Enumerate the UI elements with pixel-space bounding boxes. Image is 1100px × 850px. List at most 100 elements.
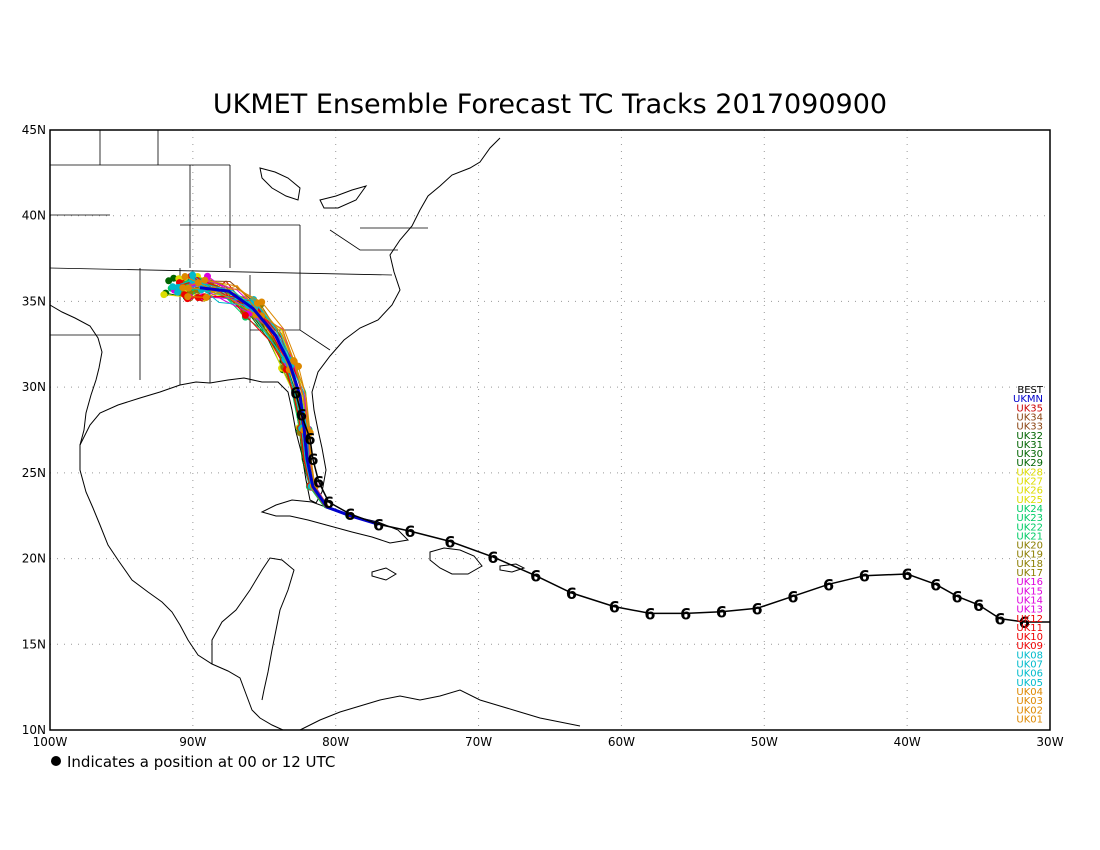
- legend-entry-best: BEST: [1017, 385, 1044, 396]
- y-tick-label: 30N: [22, 380, 46, 394]
- x-tick-label: 50W: [751, 735, 778, 749]
- best-track-line: [294, 392, 1050, 623]
- legend-entry-uk08: UK08: [1016, 650, 1043, 661]
- hurricane-symbol-icon: 6: [313, 472, 324, 491]
- ensemble-position-marker: [241, 311, 249, 319]
- footnote-marker: [51, 756, 61, 766]
- legend-entry-uk07: UK07: [1016, 660, 1043, 671]
- legend-entry-uk11: UK11: [1016, 623, 1043, 634]
- grid-lines: [50, 130, 1050, 730]
- legend-entry-uk01: UK01: [1016, 714, 1043, 725]
- y-tick-label: 15N: [22, 637, 46, 651]
- legend-entry-uk09: UK09: [1016, 641, 1043, 652]
- hurricane-symbol-icon: 6: [296, 406, 307, 425]
- x-tick-label: 60W: [608, 735, 635, 749]
- x-tick-label: 100W: [33, 735, 68, 749]
- ensemble-position-marker: [179, 284, 187, 292]
- y-tick-label: 40N: [22, 209, 46, 223]
- legend-entry-uk32: UK32: [1016, 431, 1043, 442]
- hurricane-symbol-icon: 6: [566, 584, 577, 603]
- hurricane-symbol-icon: 6: [787, 587, 798, 606]
- hurricane-symbol-icon: 6: [530, 567, 541, 586]
- atlantic-coast: [311, 137, 501, 504]
- y-axis-labels: 45N 40N 35N 30N 25N 20N 15N 10N: [22, 123, 46, 737]
- legend-entry-uk22: UK22: [1016, 522, 1043, 533]
- ensemble-tracks: [160, 271, 380, 526]
- hurricane-symbol-icon: 6: [609, 598, 620, 617]
- plot-frame: [49, 129, 1051, 731]
- legend-entry-uk25: UK25: [1016, 495, 1043, 506]
- ensemble-position-marker: [290, 357, 298, 365]
- legend-entry-uk05: UK05: [1016, 678, 1043, 689]
- ensemble-position-marker: [201, 276, 209, 284]
- y-tick-label: 45N: [22, 123, 46, 137]
- x-tick-label: 80W: [322, 735, 349, 749]
- legend-entry-uk34: UK34: [1016, 412, 1043, 423]
- x-tick-label: 40W: [894, 735, 921, 749]
- north-america-coast: [49, 304, 284, 731]
- x-axis-labels: 100W 90W 80W 70W 60W 50W 40W 30W: [33, 735, 1064, 749]
- state-border-lines: [49, 130, 428, 385]
- legend-entry-uk12: UK12: [1016, 614, 1043, 625]
- state-borders: [49, 130, 428, 385]
- footnote-text: Indicates a position at 00 or 12 UTC: [67, 753, 335, 771]
- y-tick-label: 35N: [22, 294, 46, 308]
- legend-entry-uk18: UK18: [1016, 559, 1043, 570]
- legend-entry-uk13: UK13: [1016, 605, 1043, 616]
- hurricane-symbol-icon: 6: [344, 505, 355, 524]
- hurricane-symbol-icon: 6: [994, 610, 1005, 629]
- legend-entry-uk27: UK27: [1016, 477, 1043, 488]
- legend-entry-uk30: UK30: [1016, 449, 1043, 460]
- legend-entry-uk31: UK31: [1016, 440, 1043, 451]
- great-lakes: [259, 167, 368, 209]
- x-tick-label: 90W: [179, 735, 206, 749]
- hurricane-symbol-icon: 6: [290, 383, 301, 402]
- legend-entry-ukmn: UKMN: [1013, 394, 1043, 405]
- hurricane-symbol-icon: 6: [404, 522, 415, 541]
- hurricane-symbol-icon: 6: [823, 575, 834, 594]
- legend-entry-uk17: UK17: [1016, 568, 1043, 579]
- hurricane-symbol-icon: 6: [644, 604, 655, 623]
- hurricane-symbol-icon: 6: [859, 567, 870, 586]
- ensemble-position-marker: [202, 293, 210, 301]
- legend-entry-uk23: UK23: [1016, 513, 1043, 524]
- puerto-rico-coast: [499, 563, 526, 573]
- chart-title: UKMET Ensemble Forecast TC Tracks 201709…: [213, 89, 887, 120]
- jamaica-coast: [371, 567, 397, 581]
- legend: BESTUKMNUK35UK34UK33UK32UK31UK30UK29UK28…: [1013, 385, 1044, 725]
- legend-entry-uk15: UK15: [1016, 586, 1043, 597]
- hurricane-symbol-icon: 6: [304, 430, 315, 449]
- ensemble-position-marker: [181, 273, 189, 280]
- legend-entry-uk20: UK20: [1016, 541, 1043, 552]
- hurricane-symbol-icon: 6: [487, 548, 498, 567]
- legend-entry-uk16: UK16: [1016, 577, 1043, 588]
- legend-entry-uk04: UK04: [1016, 687, 1043, 698]
- coastlines: [49, 137, 581, 731]
- legend-entry-uk26: UK26: [1016, 486, 1043, 497]
- ensemble-position-marker: [165, 277, 173, 285]
- legend-entry-uk21: UK21: [1016, 531, 1043, 542]
- legend-entry-uk35: UK35: [1016, 403, 1043, 414]
- hurricane-symbol-icon: 6: [1019, 613, 1030, 632]
- legend-entry-uk28: UK28: [1016, 467, 1043, 478]
- legend-entry-uk02: UK02: [1016, 705, 1043, 716]
- hurricane-symbol-icon: 6: [752, 599, 763, 618]
- y-tick-label: 25N: [22, 466, 46, 480]
- legend-entry-uk19: UK19: [1016, 550, 1043, 561]
- hurricane-symbol-icon: 6: [307, 450, 318, 469]
- hurricane-symbol-icon: 6: [373, 515, 384, 534]
- y-tick-label: 20N: [22, 552, 46, 566]
- south-america-coast: [299, 689, 581, 731]
- ensemble-position-marker: [253, 299, 261, 307]
- legend-entry-uk10: UK10: [1016, 632, 1043, 643]
- legend-entry-uk06: UK06: [1016, 669, 1043, 680]
- hispaniola-coast: [429, 547, 483, 575]
- ensemble-mean-track: [199, 286, 380, 526]
- legend-entry-uk33: UK33: [1016, 422, 1043, 433]
- hurricane-symbol-icon: 6: [323, 493, 334, 512]
- ensemble-position-marker: [189, 271, 197, 279]
- hurricane-symbol-icon: 6: [716, 603, 727, 622]
- plot-background: [50, 130, 1050, 730]
- ensemble-position-marker: [160, 291, 168, 299]
